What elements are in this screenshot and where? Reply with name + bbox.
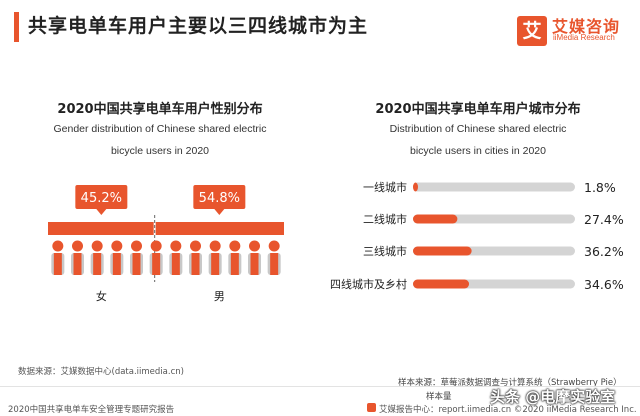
female-person-icon <box>111 240 123 252</box>
male-person-icon-torso <box>152 253 161 275</box>
gender-chart-subtitle-line1: Gender distribution of Chinese shared el… <box>53 123 267 135</box>
male-table-bar <box>155 222 284 235</box>
iimedia-logo-icon: 艾 <box>517 16 547 46</box>
gender-category-label: 女 <box>96 289 107 303</box>
city-category-label: 四线城市及乡村 <box>330 277 407 291</box>
sample-source: 样本来源：草莓派数据调查与计算系统（Strawberry Pie） <box>398 378 622 388</box>
male-person-icon <box>249 240 260 252</box>
female-person-icon-torso <box>53 253 62 275</box>
male-person-icon <box>190 240 201 252</box>
male-person-icon <box>268 240 280 252</box>
female-person-icon <box>72 240 83 252</box>
gender-callout-pointer <box>96 209 107 215</box>
city-bar <box>413 214 458 224</box>
city-value-label: 1.8% <box>584 180 616 195</box>
title-accent-bar <box>14 12 19 42</box>
gender-callout-box <box>193 185 246 209</box>
male-person-icon-torso <box>270 253 279 275</box>
logo-name-cn: 艾媒咨询 <box>552 17 621 36</box>
sample-size: 样本量 <box>426 392 452 402</box>
female-person-icon <box>131 240 142 252</box>
data-source: 数据来源：艾媒数据中心(data.iimedia.cn) <box>18 367 184 377</box>
iimedia-small-logo-icon <box>367 403 376 412</box>
female-person-icon-torso <box>132 253 141 275</box>
male-person-icon-torso <box>191 253 200 275</box>
gender-callout-box <box>75 185 128 209</box>
city-value-label: 27.4% <box>584 212 624 227</box>
footer-divider <box>0 386 640 387</box>
female-person-icon <box>52 240 64 252</box>
gender-value-label: 45.2% <box>81 191 122 206</box>
male-person-icon <box>229 240 241 252</box>
female-person-icon-torso <box>73 253 82 275</box>
city-value-label: 34.6% <box>584 277 624 292</box>
city-category-label: 二线城市 <box>363 212 407 226</box>
city-value-label: 36.2% <box>584 244 624 259</box>
female-table-bar <box>48 222 154 235</box>
gender-chart-subtitle-line2: bicycle users in 2020 <box>110 145 210 157</box>
male-person-icon-torso <box>211 253 220 275</box>
watermark: 头条 @电摩实验室 <box>490 388 616 406</box>
city-chart-subtitle-line1: Distribution of Chinese shared electric <box>389 123 567 135</box>
female-person-icon <box>91 240 103 252</box>
report-name: 2020中国共享电单车安全管理专题研究报告 <box>8 405 175 415</box>
male-person-icon <box>170 240 182 252</box>
male-person-icon <box>150 240 162 252</box>
city-bar <box>413 182 418 192</box>
male-person-icon-torso <box>230 253 239 275</box>
city-category-label: 三线城市 <box>363 244 407 258</box>
gender-value-label: 54.8% <box>199 191 240 206</box>
report-center: 艾媒报告中心：report.iimedia.cn ©2020 iiMedia R… <box>379 405 637 415</box>
city-bar <box>413 246 472 256</box>
female-person-icon-torso <box>93 253 102 275</box>
city-chart-title: 2020中国共享电单车用户城市分布 <box>375 102 581 117</box>
gender-category-label: 男 <box>214 290 225 303</box>
logo-name-en: iiMedia Research <box>553 33 615 42</box>
female-person-icon-torso <box>112 253 121 275</box>
page-title: 共享电单车用户主要以三四线城市为主 <box>28 15 369 37</box>
male-person-icon <box>209 240 221 252</box>
gender-chart-title: 2020中国共享电单车用户性别分布 <box>57 102 263 117</box>
city-category-label: 一线城市 <box>363 180 407 194</box>
male-person-icon-torso <box>171 253 180 275</box>
city-bar-track <box>413 182 575 192</box>
male-person-icon-torso <box>250 253 259 275</box>
gender-callout-pointer <box>214 209 225 215</box>
city-bar <box>413 279 470 289</box>
city-chart-subtitle-line2: bicycle users in cities in 2020 <box>410 145 546 157</box>
